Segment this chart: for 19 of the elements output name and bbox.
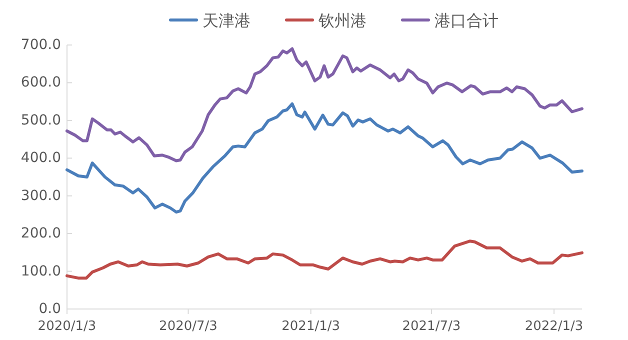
- line-series: [66, 102, 584, 214]
- legend-label: 天津港: [202, 11, 250, 30]
- line-series: [66, 240, 584, 280]
- line-series: [66, 47, 584, 162]
- y-tick-label: 600.0: [20, 74, 61, 91]
- y-tick-label: 100.0: [20, 263, 61, 280]
- x-tick-label: 2021/1/3: [282, 319, 340, 334]
- y-tick-label: 200.0: [20, 226, 61, 242]
- legend-label: 港口合计: [434, 11, 498, 30]
- x-tick-label: 2021/7/3: [402, 319, 461, 334]
- x-tick-label: 2022/1/3: [524, 319, 584, 334]
- y-tick-label: 700.0: [20, 37, 61, 53]
- y-tick-label: 0.0: [38, 301, 61, 317]
- x-tick-label: 2020/1/3: [38, 319, 96, 334]
- legend-label: 钦州港: [318, 11, 366, 30]
- x-tick-label: 2020/7/3: [159, 319, 218, 334]
- y-tick-label: 300.0: [20, 188, 61, 204]
- y-tick-label: 400.0: [20, 150, 61, 166]
- y-tick-label: 500.0: [20, 112, 61, 128]
